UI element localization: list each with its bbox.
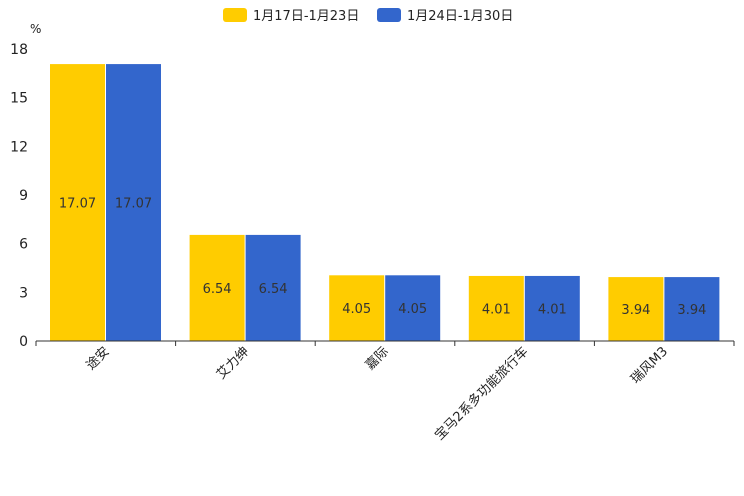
legend-label: 1月17日-1月23日 [253, 9, 359, 24]
data-label: 17.07 [115, 197, 152, 212]
y-tick-label: 9 [19, 188, 28, 204]
data-label: 17.07 [59, 197, 96, 212]
y-unit-label: % [30, 22, 41, 36]
bar [664, 277, 720, 341]
x-tick-label: 艾力绅 [214, 344, 252, 382]
data-label: 3.94 [621, 303, 650, 318]
bar [106, 64, 161, 341]
legend-label: 1月24日-1月30日 [407, 9, 513, 24]
data-label: 3.94 [677, 303, 706, 318]
bar [524, 275, 580, 341]
data-label: 6.54 [203, 282, 232, 297]
x-tick-label: 嘉际 [363, 344, 392, 373]
data-label: 4.01 [482, 302, 511, 317]
bar [50, 64, 105, 341]
data-label: 4.05 [342, 302, 371, 317]
data-label: 6.54 [259, 282, 288, 297]
legend-swatch [223, 8, 247, 22]
bar [329, 275, 385, 341]
y-tick-label: 3 [19, 285, 28, 301]
y-tick-label: 0 [19, 334, 28, 350]
x-tick-label: 瑞风M3 [628, 344, 671, 387]
data-label: 4.05 [398, 302, 427, 317]
bar [608, 277, 664, 341]
legend-swatch [377, 8, 401, 22]
bar [468, 275, 524, 341]
y-tick-label: 15 [10, 91, 28, 107]
y-tick-label: 6 [19, 237, 28, 253]
x-tick-label: 宝马2系多功能旅行车 [432, 344, 532, 444]
data-label: 4.01 [538, 302, 567, 317]
bar [245, 234, 301, 341]
y-tick-label: 18 [10, 42, 28, 58]
y-tick-label: 12 [10, 139, 28, 155]
bar [189, 234, 245, 341]
bar [385, 275, 441, 341]
x-tick-label: 途安 [83, 344, 113, 374]
